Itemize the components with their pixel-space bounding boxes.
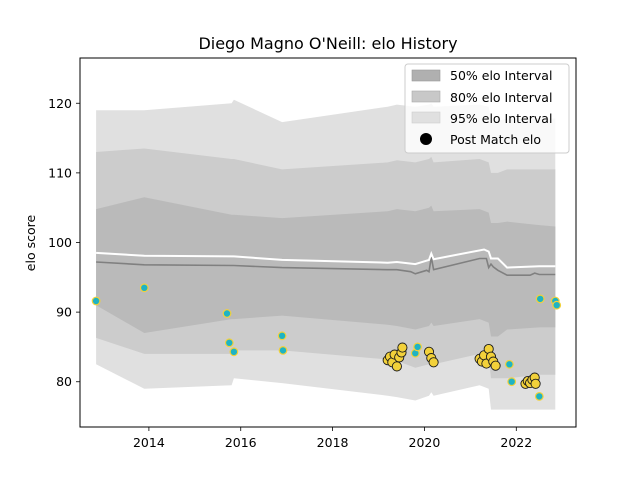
legend-swatch-95	[411, 111, 441, 124]
median-line	[96, 256, 556, 277]
post-match-point	[222, 309, 232, 318]
elo-lines	[96, 248, 556, 277]
post-match-point	[277, 331, 287, 341]
legend-swatch-50	[411, 69, 441, 82]
plot-area	[91, 99, 562, 410]
y-axis-label: elo score	[23, 215, 38, 272]
legend-label-50: 50% elo Interval	[450, 68, 552, 83]
x-axis: 2014 2016 2018 2020 2022	[133, 427, 532, 450]
legend-label-80: 80% elo Interval	[450, 90, 552, 105]
y-tick-label: 100	[48, 235, 72, 250]
legend: 50% elo Interval 80% elo Interval 95% el…	[404, 63, 570, 154]
y-axis: 80 90 100 110 120	[48, 96, 80, 389]
post-match-point	[91, 296, 101, 306]
y-tick-label: 80	[56, 374, 72, 389]
post-match-points	[91, 283, 562, 401]
band-50	[96, 197, 556, 337]
legend-label-post-match: Post Match elo	[450, 132, 541, 147]
interval-bands	[96, 99, 556, 410]
legend-marker-post-match	[420, 133, 432, 145]
post-match-point	[535, 294, 545, 304]
y-tick-label: 110	[48, 165, 72, 180]
mean-line	[96, 248, 556, 269]
post-match-point	[397, 342, 408, 353]
post-match-point	[530, 378, 541, 389]
post-match-point	[552, 300, 562, 310]
y-tick-label: 90	[56, 305, 72, 320]
post-match-point	[534, 392, 544, 401]
post-match-point	[413, 342, 423, 352]
x-tick-label: 2014	[133, 435, 165, 450]
legend-label-95: 95% elo Interval	[450, 111, 552, 126]
x-tick-label: 2022	[500, 435, 532, 450]
y-tick-label: 120	[48, 96, 72, 111]
post-match-point	[490, 360, 501, 371]
post-match-point	[391, 361, 402, 372]
post-match-point	[278, 346, 288, 355]
post-match-point	[139, 283, 149, 293]
legend-swatch-80	[411, 90, 441, 103]
post-match-point	[507, 377, 517, 387]
legend-box	[404, 63, 570, 154]
post-match-point	[428, 357, 439, 368]
x-tick-label: 2020	[409, 435, 441, 450]
post-match-point	[505, 359, 514, 369]
x-tick-label: 2018	[317, 435, 349, 450]
post-match-point	[224, 338, 234, 348]
post-match-point	[229, 347, 239, 357]
chart-title: Diego Magno O'Neill: elo History	[198, 34, 457, 53]
x-tick-label: 2016	[225, 435, 257, 450]
